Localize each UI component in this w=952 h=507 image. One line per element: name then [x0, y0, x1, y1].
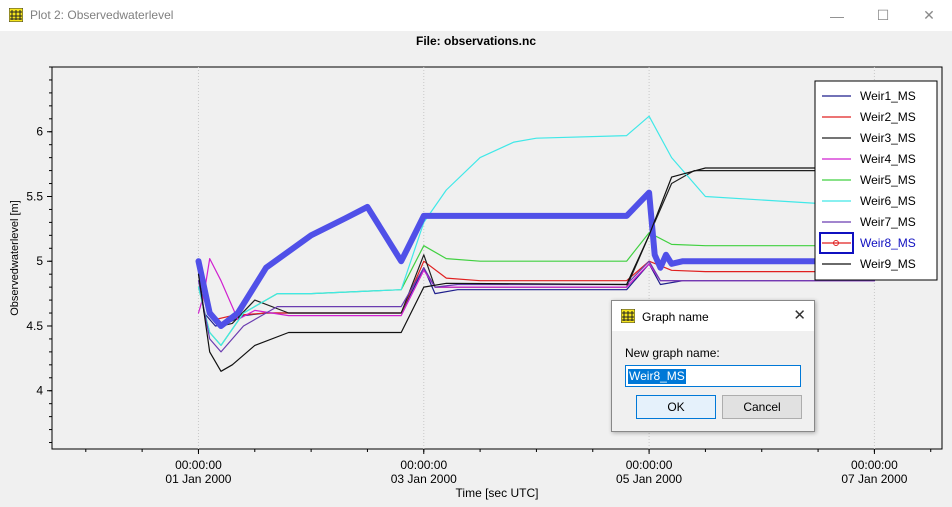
y-tick-label: 4.5	[26, 319, 43, 333]
minimize-icon: —	[830, 7, 844, 24]
minimize-button[interactable]: —	[814, 0, 860, 31]
series-line-weir9-ms[interactable]	[197, 167, 876, 372]
y-axis-label: Observedwaterlevel [m]	[9, 200, 21, 316]
x-tick-label-time: 00:00:00	[175, 458, 222, 472]
x-tick-label-date: 07 Jan 2000	[841, 472, 907, 486]
series-line-weir4-ms[interactable]	[197, 258, 876, 321]
y-tick-label: 5.5	[26, 189, 43, 203]
legend-marker	[833, 240, 839, 246]
graph-name-input[interactable]: Weir8_MS	[625, 365, 801, 387]
x-tick-label-time: 00:00:00	[626, 458, 673, 472]
x-tick-label-date: 03 Jan 2000	[391, 472, 457, 486]
dialog-title: Graph name	[642, 310, 709, 324]
x-tick-label-time: 00:00:00	[851, 458, 898, 472]
cancel-button[interactable]: Cancel	[722, 395, 802, 419]
dialog-titlebar: Graph name ✕	[612, 301, 814, 331]
y-tick-label: 4	[36, 384, 43, 398]
legend-highlight	[819, 232, 854, 254]
legend-entry[interactable]: Weir7_MS	[860, 215, 916, 229]
legend-entry[interactable]: Weir6_MS	[860, 194, 916, 208]
chart-title: File: observations.nc	[415, 34, 537, 48]
close-button[interactable]: ✕	[906, 0, 952, 31]
series-line-weir8-ms[interactable]	[195, 189, 878, 329]
new-graph-name-label: New graph name:	[625, 346, 720, 360]
close-icon: ✕	[923, 7, 935, 23]
legend-entry[interactable]: Weir4_MS	[860, 152, 916, 166]
maximize-icon: ☐	[876, 7, 890, 23]
legend-entry[interactable]: Weir9_MS	[860, 257, 916, 271]
ok-button[interactable]: OK	[636, 395, 716, 419]
legend-entry[interactable]: Weir8_MS	[860, 236, 916, 250]
legend-entry[interactable]: Weir3_MS	[860, 131, 916, 145]
maximize-button[interactable]: ☐	[860, 0, 906, 31]
x-axis-label: Time [sec UTC]	[456, 486, 539, 500]
y-tick-label: 5	[36, 254, 43, 268]
window-title: Plot 2: Observedwaterlevel	[30, 8, 174, 22]
series-line-weir6-ms[interactable]	[197, 115, 876, 346]
dialog-close-icon[interactable]: ✕	[793, 307, 806, 324]
y-tick-label: 6	[36, 125, 43, 139]
plot-app-icon	[621, 309, 635, 323]
graph-name-input-value: Weir8_MS	[628, 369, 686, 384]
x-tick-label-date: 05 Jan 2000	[616, 472, 682, 486]
x-tick-label-date: 01 Jan 2000	[165, 472, 231, 486]
legend-entry[interactable]: Weir5_MS	[860, 173, 916, 187]
legend-entry[interactable]: Weir1_MS	[860, 89, 916, 103]
graph-name-dialog: Graph name ✕ New graph name: Weir8_MS OK…	[611, 300, 815, 432]
plot-app-icon	[9, 8, 23, 22]
series-line-weir2-ms[interactable]	[197, 260, 876, 321]
x-tick-label-time: 00:00:00	[400, 458, 447, 472]
legend-entry[interactable]: Weir2_MS	[860, 110, 916, 124]
series-line-weir7-ms[interactable]	[197, 260, 876, 353]
window-titlebar: Plot 2: Observedwaterlevel — ☐ ✕	[0, 0, 952, 31]
